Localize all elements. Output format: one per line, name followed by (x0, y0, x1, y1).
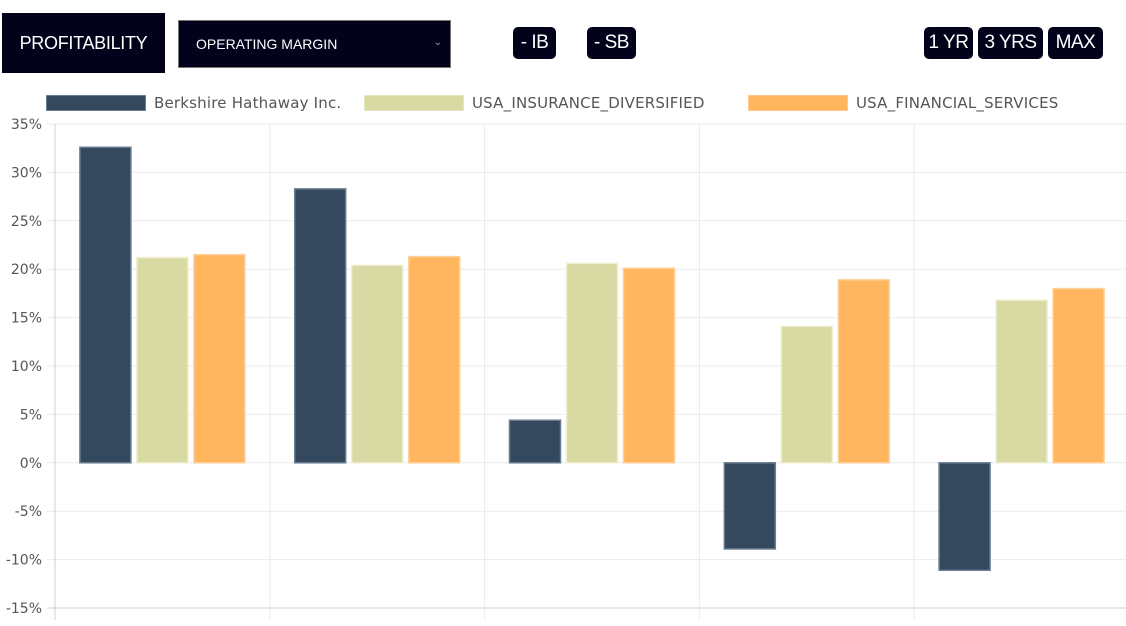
y-tick-label: -5% (15, 504, 42, 520)
category-button[interactable]: PROFITABILITY (2, 13, 165, 73)
y-tick-label: 15% (11, 311, 42, 327)
bar-company[interactable] (293, 188, 347, 464)
y-tick-label: 30% (11, 165, 42, 181)
legend-label-financial: USA_FINANCIAL_SERVICES (856, 94, 1059, 112)
y-tick-label: 25% (11, 214, 42, 230)
bar-company[interactable] (723, 462, 777, 550)
bar-insurance[interactable] (995, 299, 1048, 464)
toggle-sb-button[interactable]: - SB (587, 27, 636, 59)
toggle-ib-button[interactable]: - IB (513, 27, 556, 59)
bar-company[interactable] (508, 419, 562, 464)
legend-item-company[interactable]: Berkshire Hathaway Inc. (46, 93, 341, 113)
bar-company[interactable] (79, 146, 132, 464)
legend-item-insurance[interactable]: USA_INSURANCE_DIVERSIFIED (364, 93, 705, 113)
range-3yrs-button[interactable]: 3 YRS (978, 27, 1043, 59)
legend-swatch-insurance (364, 95, 464, 111)
y-tick-label: 20% (11, 262, 42, 278)
y-tick-label: 35% (11, 117, 42, 133)
y-tick-label: 5% (20, 407, 42, 423)
bar-financial[interactable] (622, 267, 676, 464)
chart-bars (79, 146, 1105, 571)
bar-financial[interactable] (1052, 287, 1105, 464)
range-max-button[interactable]: MAX (1048, 27, 1103, 59)
legend-item-financial[interactable]: USA_FINANCIAL_SERVICES (748, 93, 1058, 113)
bar-financial[interactable] (407, 255, 461, 464)
metric-select[interactable]: OPERATING MARGIN ⌄ (178, 20, 451, 68)
bar-financial[interactable] (837, 279, 891, 464)
legend-swatch-company (46, 95, 146, 111)
bar-insurance[interactable] (350, 264, 404, 464)
y-tick-label: 10% (11, 359, 42, 375)
legend-label-company: Berkshire Hathaway Inc. (154, 94, 342, 112)
bar-insurance[interactable] (136, 256, 189, 464)
y-tick-label: -10% (6, 553, 42, 569)
bar-financial[interactable] (193, 253, 246, 464)
y-axis-ticks: 35% 30% 25% 20% 15% 10% 5% 0% -5% -10% -15% (6, 117, 42, 617)
metric-select-value: OPERATING MARGIN (196, 36, 338, 52)
bar-insurance[interactable] (780, 325, 834, 464)
y-tick-label: 0% (20, 456, 42, 472)
legend-label-insurance: USA_INSURANCE_DIVERSIFIED (472, 94, 705, 112)
legend-swatch-financial (748, 95, 848, 111)
bar-company[interactable] (938, 462, 991, 571)
y-tick-label: -15% (6, 601, 42, 617)
chart-legend: Berkshire Hathaway Inc. USA_INSURANCE_DI… (0, 93, 1126, 113)
toolbar: PROFITABILITY OPERATING MARGIN ⌄ - IB - … (0, 0, 1126, 85)
chevron-down-icon: ⌄ (433, 37, 442, 48)
range-1yr-button[interactable]: 1 YR (924, 27, 973, 59)
bar-insurance[interactable] (565, 262, 619, 464)
